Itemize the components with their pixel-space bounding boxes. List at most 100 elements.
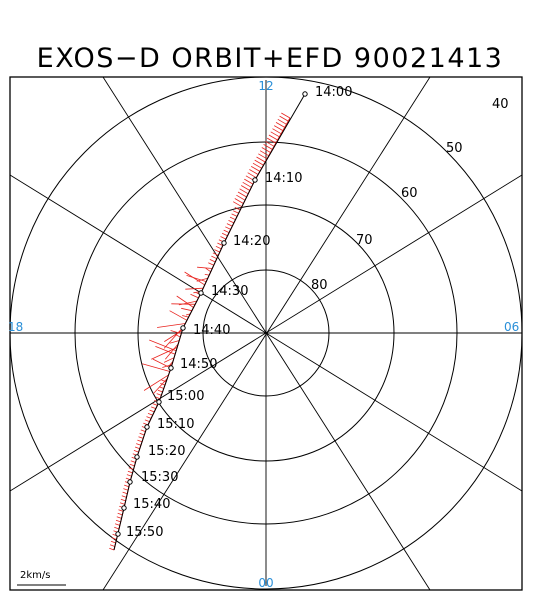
- time-label: 15:10: [157, 417, 194, 432]
- efd-vector: [109, 547, 115, 551]
- orbit-marker: [221, 240, 227, 246]
- orbit-marker: [198, 290, 204, 296]
- efd-vector: [258, 153, 268, 160]
- time-label: 15:30: [141, 470, 178, 485]
- efd-vector: [152, 358, 172, 369]
- efd-vector: [176, 295, 194, 308]
- efd-vector: [244, 178, 254, 185]
- efd-vector: [226, 223, 233, 227]
- efd-vector: [220, 236, 227, 240]
- efd-vector: [239, 188, 249, 195]
- efd-vector: [254, 159, 264, 166]
- efd-vector: [171, 303, 196, 305]
- orbit-marker: [144, 424, 150, 430]
- orbit-marker: [127, 479, 133, 485]
- mlt-meridians: [10, 77, 522, 590]
- efd-vector: [146, 416, 152, 419]
- efd-vector: [109, 544, 115, 547]
- efd-vector: [228, 220, 235, 224]
- efd-vector: [129, 463, 135, 467]
- efd-vector: [169, 340, 180, 344]
- efd-vector: [215, 245, 222, 250]
- efd-vector: [182, 315, 189, 318]
- efd-vector: [234, 198, 244, 204]
- mlt-label-18: 18: [8, 320, 23, 334]
- mlt-label-00: 00: [258, 576, 273, 590]
- efd-vector: [163, 357, 175, 363]
- time-label: 15:50: [126, 525, 163, 540]
- efd-vector: [115, 519, 121, 523]
- latitude-label-50: 50: [446, 141, 463, 156]
- efd-vector: [136, 443, 142, 446]
- efd-vector: [124, 484, 130, 488]
- efd-vector: [157, 323, 186, 328]
- efd-vector: [156, 393, 162, 396]
- efd-vector: [190, 293, 199, 299]
- efd-vector: [114, 523, 120, 526]
- efd-vector: [160, 383, 166, 386]
- efd-vector: [152, 403, 158, 406]
- efd-vector: [221, 232, 228, 237]
- efd-vector: [149, 339, 177, 352]
- orbit-marker: [134, 454, 140, 460]
- orbit-marker: [180, 325, 186, 331]
- scale-label: 2km/s: [20, 570, 50, 581]
- efd-vector: [237, 191, 247, 198]
- efd-vector: [164, 343, 179, 360]
- efd-vector: [252, 162, 262, 169]
- efd-vector: [147, 413, 153, 416]
- time-label: 14:10: [265, 171, 302, 186]
- efd-vector: [233, 210, 239, 214]
- efd-vector: [223, 229, 230, 233]
- efd-vector: [275, 122, 285, 128]
- efd-vector: [274, 125, 284, 131]
- efd-vector: [185, 313, 191, 316]
- efd-vector: [157, 389, 163, 393]
- efd-vector: [133, 450, 139, 453]
- efd-vector: [247, 172, 257, 179]
- efd-vector: [212, 252, 219, 256]
- orbit-markers: [115, 91, 308, 537]
- efd-vector: [249, 169, 259, 175]
- efd-vector: [279, 115, 289, 122]
- efd-vector: [242, 181, 252, 188]
- efd-vector: [169, 310, 188, 321]
- efd-vector: [181, 307, 192, 312]
- efd-vector: [128, 467, 134, 470]
- efd-vector: [143, 374, 169, 391]
- efd-vector: [208, 262, 214, 266]
- efd-vector: [122, 491, 128, 495]
- efd-vector: [186, 275, 207, 282]
- mlt-label-12: 12: [258, 79, 273, 93]
- efd-vector: [174, 333, 181, 338]
- efd-vector: [144, 419, 150, 422]
- orbit-marker: [302, 91, 308, 97]
- efd-vector: [140, 429, 146, 432]
- efd-vector: [164, 329, 183, 342]
- efd-vector: [111, 537, 117, 540]
- latitude-label-60: 60: [401, 186, 418, 201]
- mlt-label-06: 06: [504, 320, 519, 334]
- orbit-marker: [252, 177, 258, 183]
- efd-vector: [138, 436, 144, 439]
- efd-vector: [229, 216, 236, 221]
- efd-vector: [277, 118, 287, 125]
- time-label: 15:00: [167, 389, 204, 404]
- latitude-circle-50: [10, 77, 522, 590]
- efd-vector: [150, 406, 156, 409]
- orbit-marker: [121, 505, 127, 511]
- efd-vector: [123, 488, 129, 491]
- orbit-marker: [168, 365, 174, 371]
- efd-vector: [268, 134, 278, 141]
- orbit-marker: [115, 531, 121, 537]
- efd-vector: [155, 346, 176, 355]
- efd-vector: [270, 131, 280, 138]
- efd-vector: [233, 201, 243, 208]
- orbit-track-black: [113, 93, 306, 551]
- efd-vector: [214, 249, 220, 253]
- efd-vector: [116, 516, 122, 519]
- efd-vector: [197, 266, 213, 269]
- time-label: 15:40: [133, 497, 170, 512]
- efd-vector: [209, 259, 216, 263]
